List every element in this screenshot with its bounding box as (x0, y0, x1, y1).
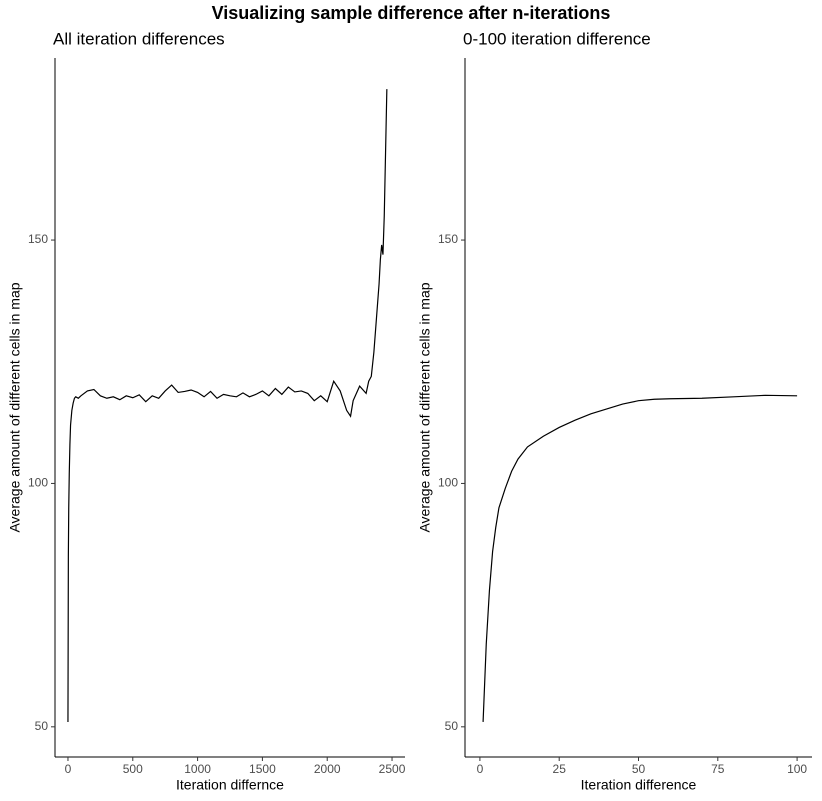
x-tick-label: 50 (632, 762, 646, 776)
y-axis-label: Average amount of different cells in map (417, 282, 433, 532)
x-tick-label: 75 (711, 762, 725, 776)
data-line (67, 89, 388, 722)
x-tick-label: 0 (477, 762, 484, 776)
x-tick-label: 1500 (249, 762, 276, 776)
x-tick-label: 25 (553, 762, 567, 776)
x-tick-label: 0 (65, 762, 72, 776)
y-tick-label: 150 (438, 232, 458, 246)
x-tick-label: 2500 (379, 762, 406, 776)
x-tick-label: 500 (123, 762, 143, 776)
panel-title: 0-100 iteration difference (463, 29, 651, 48)
panel-title: All iteration differences (53, 29, 225, 48)
x-tick-label: 100 (787, 762, 807, 776)
y-tick-label: 50 (445, 719, 459, 733)
data-line (482, 394, 798, 722)
figure-title: Visualizing sample difference after n-it… (212, 3, 611, 23)
y-tick-label: 100 (28, 476, 48, 490)
x-axis-label: Iteration differnce (176, 777, 284, 793)
y-tick-label: 100 (438, 476, 458, 490)
x-axis-label: Iteration difference (581, 777, 697, 793)
y-tick-label: 50 (35, 719, 49, 733)
x-tick-label: 1000 (184, 762, 211, 776)
y-tick-label: 150 (28, 232, 48, 246)
x-tick-label: 2000 (314, 762, 341, 776)
y-axis-label: Average amount of different cells in map (7, 282, 23, 532)
